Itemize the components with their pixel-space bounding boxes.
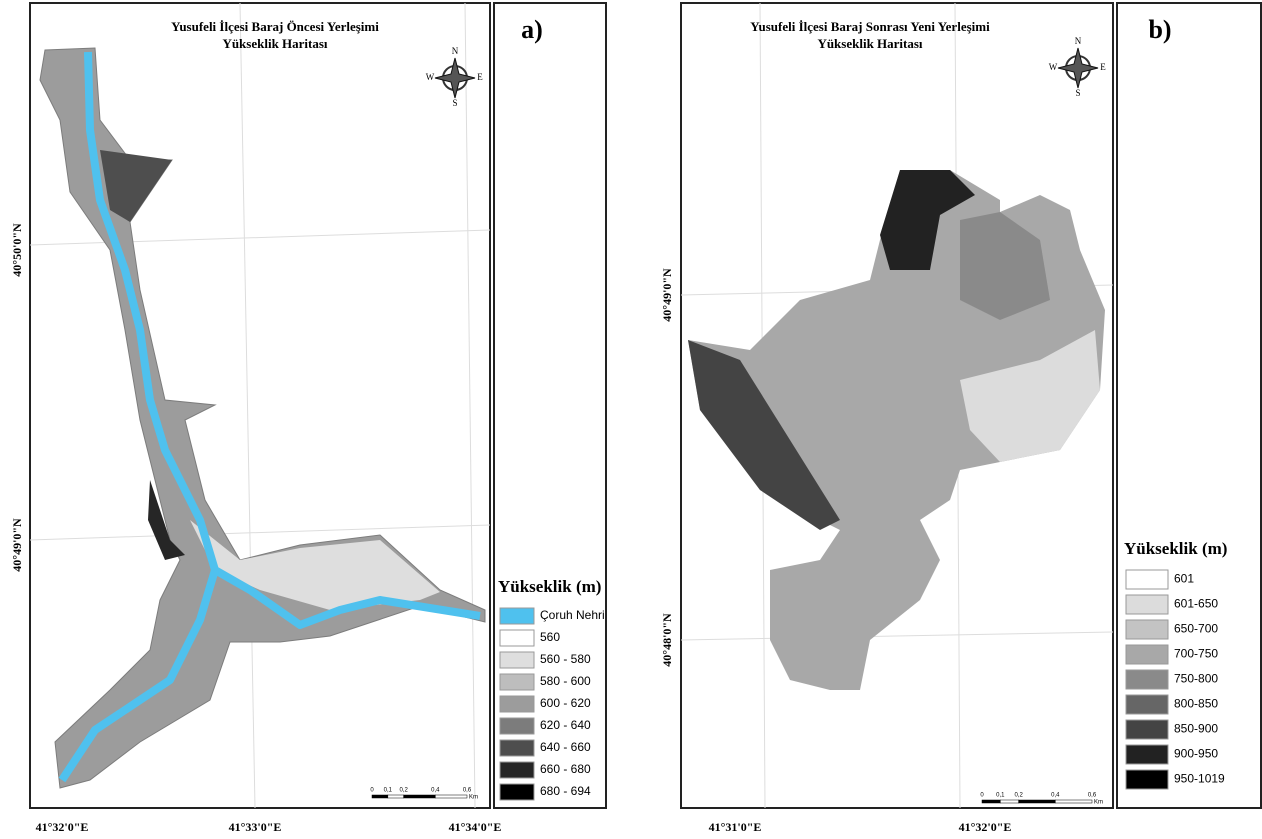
legend-label: 560 [540, 630, 560, 644]
scale-segment [1000, 800, 1018, 803]
compass-letter: N [1075, 36, 1082, 46]
scale-segment [388, 795, 404, 798]
legend-swatch [500, 674, 534, 690]
legend-label: 620 - 640 [540, 718, 591, 732]
panel-label: a) [521, 15, 543, 44]
map-a [30, 3, 490, 808]
legend-label: 950-1019 [1174, 772, 1225, 786]
longitude-label: 41°34'0"E [449, 820, 502, 834]
legend-label: 800-850 [1174, 697, 1218, 711]
scale-label: 0,2 [1014, 793, 1023, 799]
scale-label: 0,1 [384, 788, 393, 794]
legend-swatch [500, 652, 534, 668]
scale-label: 0,4 [1051, 793, 1060, 799]
legend-label: 660 - 680 [540, 762, 591, 776]
map-b [681, 3, 1113, 808]
map-title: Yükseklik Haritası [222, 36, 327, 51]
latitude-label: 40°49'0"N [10, 518, 24, 572]
legend-label: 680 - 694 [540, 784, 591, 798]
legend-swatch [500, 762, 534, 778]
scale-segment [404, 795, 436, 798]
legend-label: 601 [1174, 572, 1194, 586]
legend-label: Çoruh Nehri [540, 608, 605, 622]
legend-title: Yükseklik (m) [1124, 539, 1227, 558]
legend-label: 560 - 580 [540, 652, 591, 666]
legend-swatch [500, 740, 534, 756]
compass-letter: N [452, 46, 459, 56]
legend-title: Yükseklik (m) [498, 577, 601, 596]
legend-swatch [1126, 620, 1168, 639]
legend-label: 750-800 [1174, 672, 1218, 686]
legend-swatch [500, 630, 534, 646]
legend-label: 601-650 [1174, 597, 1218, 611]
legend-label: 700-750 [1174, 647, 1218, 661]
longitude-label: 41°31'0"E [709, 820, 762, 834]
scale-unit: Km [469, 795, 478, 801]
legend-label: 580 - 600 [540, 674, 591, 688]
compass-letter: S [1075, 88, 1080, 98]
legend-swatch [500, 608, 534, 624]
scale-segment [1055, 800, 1092, 803]
legend-label: 600 - 620 [540, 696, 591, 710]
panel-label: b) [1148, 15, 1171, 44]
compass-letter: W [426, 72, 435, 82]
compass-letter: S [452, 98, 457, 108]
compass-letter: E [1100, 62, 1106, 72]
scale-label: 0,6 [463, 788, 472, 794]
map-title: Yusufeli İlçesi Baraj Sonrası Yeni Yerle… [750, 19, 990, 34]
legend-swatch [1126, 695, 1168, 714]
legend-swatch [1126, 720, 1168, 739]
scale-label: 0,1 [996, 793, 1005, 799]
map-title: Yükseklik Haritası [817, 36, 922, 51]
legend-label: 650-700 [1174, 622, 1218, 636]
legend-label: 640 - 660 [540, 740, 591, 754]
scale-unit: Km [1094, 800, 1103, 806]
legend-swatch [1126, 570, 1168, 589]
figure: Yusufeli İlçesi Baraj Öncesi Yerleşimi Yü… [0, 0, 1262, 839]
compass-letter: W [1049, 62, 1058, 72]
scale-label: 0,6 [1088, 793, 1097, 799]
legend-swatch [500, 718, 534, 734]
legend-swatch [1126, 745, 1168, 764]
scale-label: 0,4 [431, 788, 440, 794]
legend-swatch [500, 696, 534, 712]
longitude-label: 41°33'0"E [229, 820, 282, 834]
legend-swatch [1126, 670, 1168, 689]
legend-label: 900-950 [1174, 747, 1218, 761]
scale-segment [372, 795, 388, 798]
latitude-label: 40°50'0"N [10, 223, 24, 277]
legend-swatch [1126, 645, 1168, 664]
latitude-label: 40°48'0"N [660, 613, 674, 667]
scale-segment [1019, 800, 1056, 803]
longitude-label: 41°32'0"E [36, 820, 89, 834]
latitude-label: 40°49'0"N [660, 268, 674, 322]
scale-segment [982, 800, 1000, 803]
legend-swatch [500, 784, 534, 800]
scale-segment [435, 795, 467, 798]
legend-swatch [1126, 770, 1168, 789]
longitude-label: 41°32'0"E [959, 820, 1012, 834]
legend-label: 850-900 [1174, 722, 1218, 736]
legend-swatch [1126, 595, 1168, 614]
compass-letter: E [477, 72, 483, 82]
scale-label: 0,2 [399, 788, 408, 794]
map-title: Yusufeli İlçesi Baraj Öncesi Yerleşimi [171, 19, 379, 34]
